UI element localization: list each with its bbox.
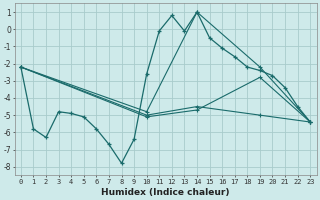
X-axis label: Humidex (Indice chaleur): Humidex (Indice chaleur)	[101, 188, 230, 197]
